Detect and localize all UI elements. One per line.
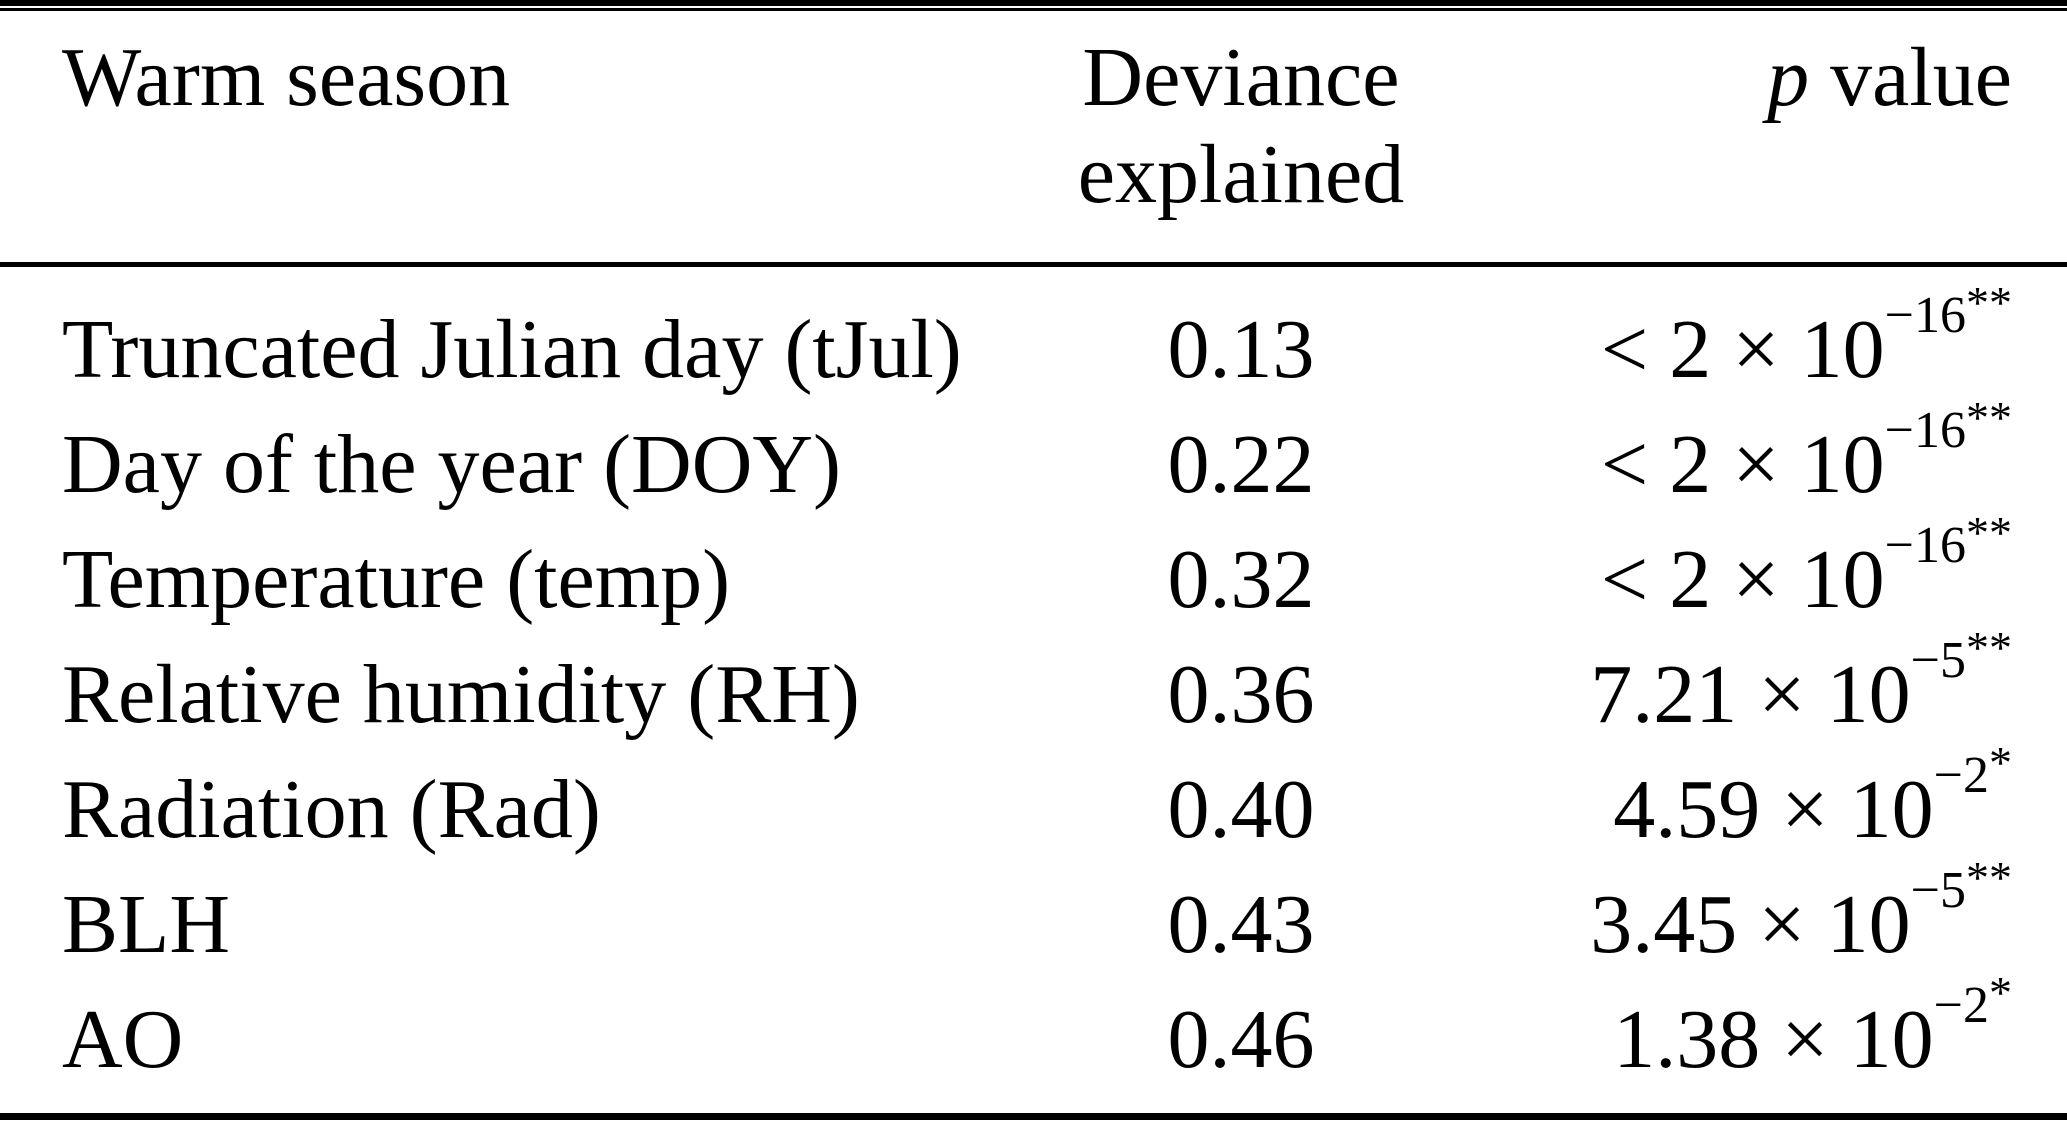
p-base: 4.59 × 10 <box>1613 763 1934 856</box>
significance-stars: ** <box>1966 392 2012 443</box>
p-exponent: −2* <box>1933 740 2012 804</box>
predictor-label: Radiation (Rad) <box>62 763 601 856</box>
header-row: Warm season Deviance explained p value <box>0 11 2067 267</box>
table-top-rule <box>0 0 2067 11</box>
p-value: 3.45 × 10−5** <box>1406 855 2067 982</box>
table-row: Day of the year (DOY) 0.22 < 2 × 10−16** <box>0 395 2067 522</box>
p-italic: p <box>1767 31 1810 124</box>
deviance-value: 0.22 <box>1167 418 1315 511</box>
p-exponent: −16** <box>1884 280 2012 344</box>
predictor-label: AO <box>0 982 1076 1120</box>
p-value: 1.38 × 10−2* <box>1406 970 2067 1120</box>
p-exponent: −16** <box>1884 395 2012 459</box>
col-header-warm-season: Warm season <box>0 11 1076 267</box>
predictor-label: Relative humidity (RH) <box>62 648 860 741</box>
deviance-value: 0.13 <box>1167 303 1315 396</box>
predictor-label: Day of the year (DOY) <box>62 418 842 511</box>
p-base: < 2 × 10 <box>1600 533 1885 626</box>
deviance-value: 0.32 <box>1167 533 1315 626</box>
p-base: 7.21 × 10 <box>1590 648 1911 741</box>
p-base: < 2 × 10 <box>1600 418 1885 511</box>
table-row: Relative humidity (RH) 0.36 7.21 × 10−5*… <box>0 625 2067 752</box>
table-row: Radiation (Rad) 0.40 4.59 × 10−2* <box>0 740 2067 867</box>
p-value: 7.21 × 10−5** <box>1406 625 2067 752</box>
p-value: < 2 × 10−16** <box>1406 510 2067 637</box>
p-exponent: −5** <box>1910 855 2012 919</box>
deviance-value: 0.40 <box>1167 763 1315 856</box>
exponent-digits: −2 <box>1933 977 1989 1034</box>
deviance-value: 0.46 <box>1076 982 1406 1120</box>
predictor-label: BLH <box>62 878 230 971</box>
table-row: BLH 0.43 3.45 × 10−5** <box>0 855 2067 982</box>
deviance-table: Warm season Deviance explained p value T… <box>0 11 2067 1120</box>
exponent-digits: −16 <box>1884 517 1966 574</box>
significance-stars: * <box>1989 967 2012 1018</box>
exponent-digits: −5 <box>1910 632 1966 689</box>
exponent-digits: −16 <box>1884 402 1966 459</box>
deviance-value: 0.43 <box>1167 878 1315 971</box>
table-row: Temperature (temp) 0.32 < 2 × 10−16** <box>0 510 2067 637</box>
p-value: 4.59 × 10−2* <box>1406 740 2067 867</box>
significance-stars: ** <box>1966 852 2012 903</box>
p-exponent: −2* <box>1933 970 2012 1034</box>
p-exponent: −16** <box>1884 510 2012 574</box>
significance-stars: ** <box>1966 622 2012 673</box>
significance-stars: * <box>1989 737 2012 788</box>
exponent-digits: −2 <box>1933 747 1989 804</box>
predictor-label: Truncated Julian day (tJul) <box>62 303 962 396</box>
table-row: AO 0.46 1.38 × 10−2* <box>0 970 2067 1120</box>
predictor-label: Temperature (temp) <box>62 533 731 626</box>
p-value: < 2 × 10−16** <box>1406 267 2067 407</box>
significance-stars: ** <box>1966 507 2012 558</box>
p-base: 3.45 × 10 <box>1590 878 1911 971</box>
deviance-value: 0.36 <box>1167 648 1315 741</box>
significance-stars: ** <box>1966 277 2012 328</box>
exponent-digits: −16 <box>1884 287 1966 344</box>
col-header-p-value: p value <box>1406 11 2067 267</box>
p-base: < 2 × 10 <box>1600 303 1885 396</box>
col-header-deviance-explained: Deviance explained <box>1076 11 1406 267</box>
p-exponent: −5** <box>1910 625 2012 689</box>
p-value: < 2 × 10−16** <box>1406 395 2067 522</box>
p-base: 1.38 × 10 <box>1613 993 1934 1086</box>
p-header-rest: value <box>1809 31 2012 124</box>
table-row: Truncated Julian day (tJul) 0.13 < 2 × 1… <box>0 267 2067 407</box>
exponent-digits: −5 <box>1910 862 1966 919</box>
